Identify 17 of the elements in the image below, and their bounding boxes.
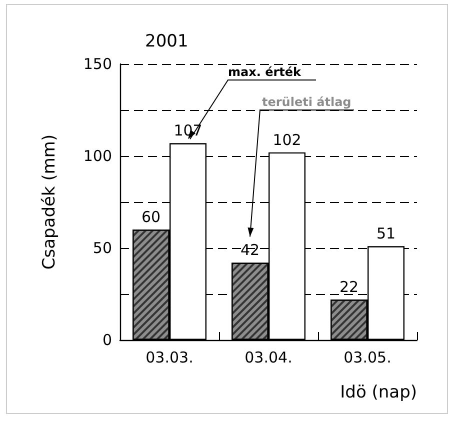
data-label: 22 [339, 278, 359, 296]
chart-title: 2001 [145, 32, 188, 52]
data-label: 102 [272, 130, 302, 149]
x-tick-label: 03.05. [344, 348, 392, 366]
y-tick-label: 50 [92, 239, 112, 257]
y-tick-label: 100 [83, 147, 112, 165]
data-label: 51 [376, 224, 396, 243]
y-tick-label: 0 [102, 331, 112, 349]
y-tick-label: 150 [83, 55, 112, 73]
text: területi átlag [262, 95, 352, 109]
x-axis-title: Idö (nap) [340, 382, 417, 402]
data-label: 42 [240, 241, 260, 260]
text: max. érték [228, 65, 302, 79]
x-tick-label: 03.03. [146, 348, 194, 366]
x-tick-label: 03.04. [244, 348, 292, 366]
data-label: 60 [141, 208, 161, 226]
y-axis-title: Csapadék (mm) [40, 134, 60, 270]
